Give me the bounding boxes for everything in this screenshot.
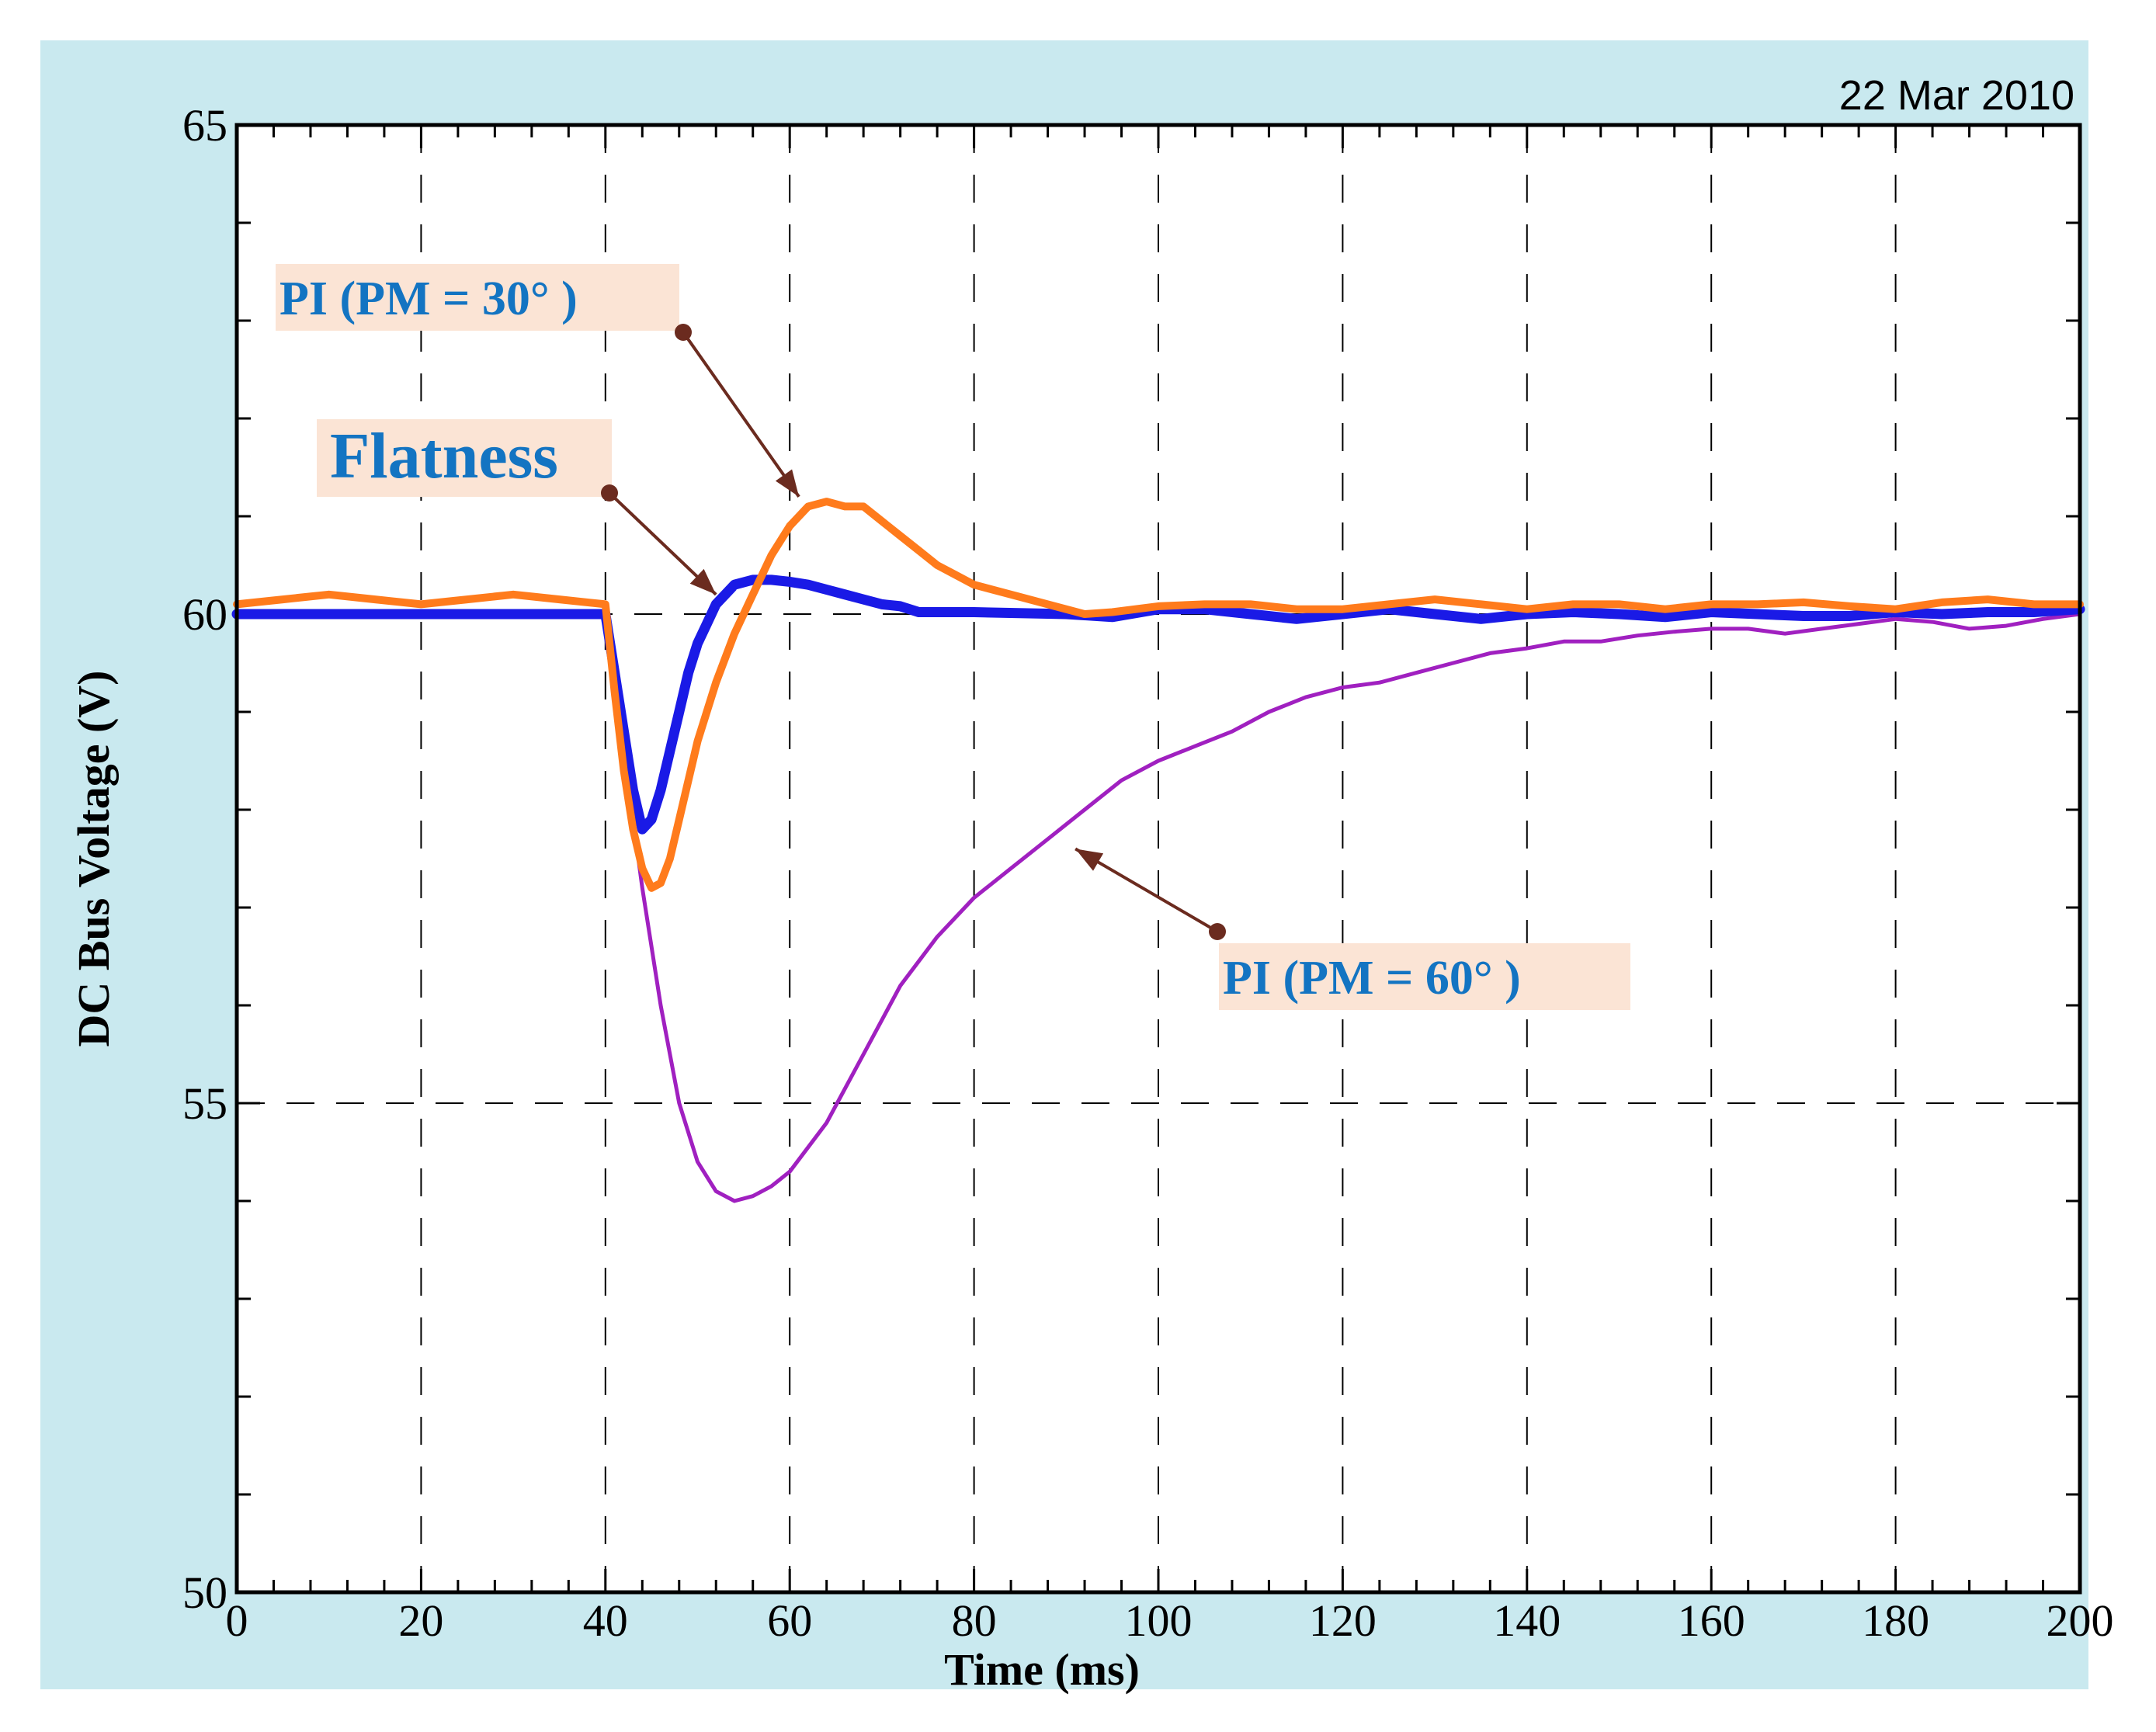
annotation-label-2: PI (PM = 60° ) bbox=[1223, 952, 1521, 1005]
series-line-flatness bbox=[231, 574, 2085, 835]
x-axis-title: Time (ms) bbox=[944, 1644, 1140, 1695]
x-tick-label-140: 140 bbox=[1493, 1595, 1561, 1646]
x-tick-label-60: 60 bbox=[767, 1595, 812, 1646]
x-tick-label-160: 160 bbox=[1678, 1595, 1745, 1646]
series-layer bbox=[231, 498, 2085, 1203]
y-tick-label-55: 55 bbox=[182, 1078, 227, 1129]
y-axis-title: DC Bus Voltage (V) bbox=[68, 671, 119, 1047]
y-tick-labels: 50 55 60 65 bbox=[182, 100, 227, 1618]
annotation-layer: PI (PM = 30° ) Flatness PI (PM = 60° ) bbox=[276, 264, 1630, 1010]
x-tick-label-100: 100 bbox=[1125, 1595, 1193, 1646]
annotation-arrow-2 bbox=[1075, 847, 1219, 933]
annotation-arrowhead-1 bbox=[689, 568, 717, 595]
x-tick-label-200: 200 bbox=[2047, 1595, 2114, 1646]
annotation-box-1 bbox=[317, 419, 612, 497]
annotation-arrowhead-2 bbox=[1075, 849, 1104, 871]
annotation-arrowhead-0 bbox=[775, 469, 800, 497]
x-tick-label-0: 0 bbox=[226, 1595, 248, 1646]
annotation-box-2 bbox=[1219, 943, 1630, 1010]
x-tick-label-120: 120 bbox=[1309, 1595, 1377, 1646]
y-tick-label-60: 60 bbox=[182, 589, 227, 640]
annotation-box-0 bbox=[276, 264, 679, 331]
plot-border bbox=[234, 123, 2082, 1595]
x-tick-labels: 0 20 40 60 80 100 120 140 160 180 200 bbox=[226, 1595, 2114, 1646]
annotation-dot-0 bbox=[675, 324, 692, 341]
x-tick-label-180: 180 bbox=[1862, 1595, 1929, 1646]
plot-area bbox=[237, 125, 2080, 1592]
date-stamp: 22 Mar 2010 bbox=[1839, 72, 2074, 119]
series-line-pi60 bbox=[603, 612, 2082, 1203]
y-tick-label-65: 65 bbox=[182, 100, 227, 151]
annotation-dot-1 bbox=[601, 484, 618, 502]
annotation-label-0: PI (PM = 30° ) bbox=[279, 272, 578, 325]
x-tick-label-20: 20 bbox=[398, 1595, 443, 1646]
annotation-dot-2 bbox=[1209, 923, 1226, 940]
x-tick-label-80: 80 bbox=[952, 1595, 997, 1646]
series-line-pi30 bbox=[233, 498, 2084, 892]
annotation-arrow-0 bbox=[682, 331, 800, 498]
annotation-label-1: Flatness bbox=[330, 420, 558, 492]
x-tick-label-40: 40 bbox=[583, 1595, 628, 1646]
y-tick-label-50: 50 bbox=[182, 1567, 227, 1618]
